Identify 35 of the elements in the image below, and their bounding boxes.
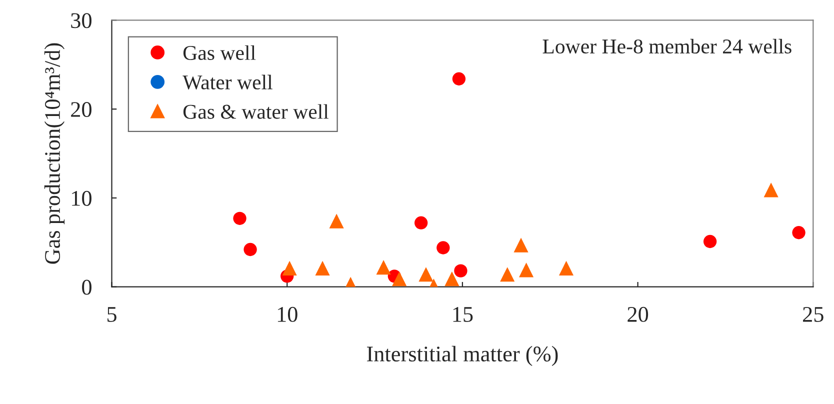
point [518,262,534,278]
y-tick-label: 20 [71,102,92,118]
annotation: Lower He-8 member 24 wells [542,38,792,54]
point [282,260,297,276]
y-tick-label: 30 [71,13,92,28]
point [792,226,806,240]
y-tick-label: 10 [72,190,92,206]
point [764,182,778,198]
point [329,214,344,228]
x-tick-label: 10 [278,306,298,322]
y-axis-title: Gas production(10⁴m³/d) [44,43,65,264]
point [233,212,246,225]
point [703,234,717,248]
x-tick-label: 20 [628,306,648,322]
x-axis-title: Interstitial matter (%) [367,346,558,366]
point [315,260,330,276]
point [244,242,257,256]
legend-label: Gas & water well [183,104,329,119]
legend-label: Gas well [183,45,256,60]
point [376,260,391,275]
point [418,267,434,282]
point [500,267,515,282]
legend-label: Water well [182,74,272,90]
point [414,216,428,230]
x-tick-label: 5 [107,307,116,322]
point [558,260,574,276]
point [452,72,466,86]
point [454,264,468,278]
x-tick-label: 15 [453,307,473,322]
x-tick-label: 25 [803,306,824,322]
point [444,272,460,286]
point [436,241,450,254]
point [514,238,528,252]
y-tick-label: 0 [82,280,92,295]
point [392,272,407,286]
